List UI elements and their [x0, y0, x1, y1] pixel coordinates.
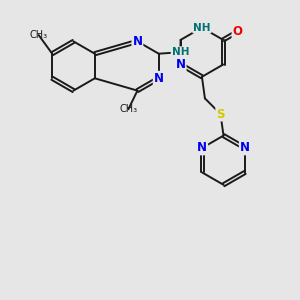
- Text: CH₃: CH₃: [30, 30, 48, 40]
- Text: S: S: [216, 107, 225, 121]
- Text: CH₃: CH₃: [119, 104, 137, 114]
- Text: N: N: [176, 58, 186, 71]
- Text: N: N: [197, 141, 207, 154]
- Text: N: N: [154, 72, 164, 85]
- Text: O: O: [232, 25, 242, 38]
- Text: NH: NH: [172, 47, 189, 57]
- Text: N: N: [132, 35, 142, 48]
- Text: N: N: [240, 141, 250, 154]
- Text: NH: NH: [193, 22, 211, 33]
